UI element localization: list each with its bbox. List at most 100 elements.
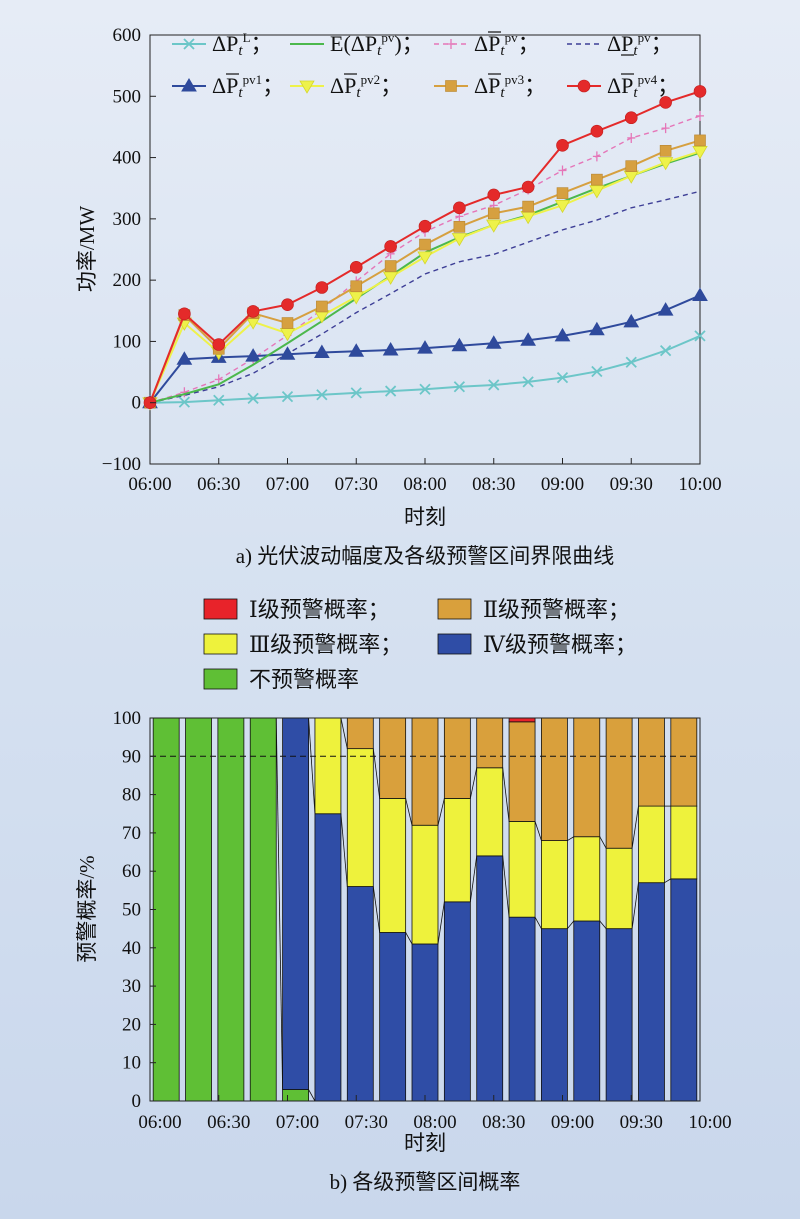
bar-segment-III (670, 805, 698, 880)
bar-segment-II (379, 717, 407, 799)
legend-entry-I: Ⅰ级预警概率； (203, 597, 390, 622)
data-point-dPL (453, 381, 466, 393)
data-point-pv4 (246, 305, 260, 318)
series-dPL (144, 330, 706, 409)
bar-segment-none (282, 1089, 309, 1102)
y-tick-label-a: 400 (113, 148, 142, 169)
bar-stack (638, 717, 665, 1102)
legend-entry-pv3: ΔPtpv3； (434, 72, 546, 101)
data-point-pv2 (589, 185, 605, 199)
bar-segment-III (379, 798, 407, 933)
data-point-upper (592, 151, 601, 162)
data-point-pv2 (314, 310, 330, 324)
data-point-upper (627, 132, 636, 143)
series-line-lower (149, 190, 701, 404)
data-point-dPL (625, 356, 637, 368)
data-point-dPL (213, 394, 225, 406)
data-point-pv1 (279, 346, 296, 360)
legend-swatch-II (437, 598, 472, 620)
x-tick-label-a: 09:30 (610, 474, 653, 495)
data-point-pv4 (590, 124, 604, 138)
data-point-dPL (316, 389, 328, 401)
data-point-pv1 (623, 313, 640, 328)
data-point-pv1 (554, 327, 571, 342)
y-tick-label-b: 80 (122, 785, 141, 806)
series-lower (149, 190, 701, 404)
data-point-pv3 (419, 238, 431, 251)
legend-superscript: pv (505, 30, 519, 45)
x-tick-label-b: 08:00 (413, 1112, 456, 1133)
x-axis-title-a: 时刻 (404, 505, 446, 529)
legend-subscript: t (633, 43, 638, 59)
bar-stack (282, 717, 309, 1102)
connector-none (275, 717, 283, 1090)
data-point-pv2 (554, 199, 571, 214)
x-tick-label-a: 08:00 (403, 474, 446, 495)
bar-segment-IV (411, 943, 439, 1102)
legend-superscript: pv4 (638, 72, 658, 87)
legend-subscript: t (633, 85, 638, 101)
bar-segment-II (670, 717, 698, 807)
legend-label-IV: Ⅳ级预警概率； (483, 632, 637, 657)
legend-marker-dPL (183, 38, 195, 50)
legend-superscript: pv (381, 30, 395, 45)
bar-segment-III (573, 836, 601, 922)
legend-prefix: E( (330, 31, 351, 56)
data-point-pv4 (315, 281, 329, 294)
bar-segment-IV (541, 928, 568, 1102)
bar-segment-IV (346, 886, 374, 1102)
bar-segment-none (152, 717, 180, 1102)
bar-segment-III (314, 717, 342, 815)
data-point-pv4 (521, 180, 535, 194)
legend-superscript: pv2 (361, 72, 381, 87)
legend-marker-pv4 (577, 79, 591, 93)
bar-segment-II (508, 721, 536, 822)
connector-IV (437, 901, 445, 945)
connector-none (308, 1089, 316, 1102)
data-point-pv1 (451, 337, 468, 352)
y-tick-label-b: 30 (122, 976, 141, 997)
data-point-pv3 (281, 317, 294, 329)
data-point-pv3 (694, 134, 706, 147)
legend-symbol: ΔP (212, 31, 238, 56)
connector-IV (534, 916, 542, 929)
bar-stack (379, 717, 407, 1102)
bar-segment-IV (379, 932, 407, 1102)
bar-segment-IV (314, 813, 342, 1102)
bar-segment-IV (282, 717, 309, 1090)
legend-label-III: Ⅲ级预警概率； (249, 632, 402, 657)
connector-III (567, 836, 574, 841)
x-tick-label-b: 06:00 (138, 1112, 181, 1133)
x-axis-title-b: 时刻 (404, 1131, 446, 1155)
series-pv3 (144, 134, 706, 409)
data-point-pv4 (178, 307, 191, 321)
legend-marker-pv2 (299, 80, 315, 94)
series-pv2 (142, 146, 708, 411)
bar-segment-I (508, 717, 536, 723)
legend-superscript: pv3 (505, 72, 525, 87)
bar-segment-III (411, 824, 439, 945)
legend-subscript: t (238, 85, 243, 101)
data-point-pv1 (314, 344, 330, 358)
data-point-pv1 (245, 348, 261, 362)
legend-entry-EPpv: E(ΔPtpv)； (290, 30, 424, 59)
data-point-dPL (694, 330, 706, 342)
data-point-pv4 (659, 96, 672, 109)
legend-superscript: L (243, 30, 251, 45)
data-point-pv4 (281, 298, 294, 311)
y-axis-title-b: 预警概率/% (75, 855, 99, 962)
connector-IV (340, 813, 348, 887)
data-point-pv1 (348, 343, 365, 357)
x-tick-label-b: 07:30 (345, 1112, 388, 1133)
legend-suffix: ； (524, 73, 546, 98)
legend-swatch-none (203, 668, 238, 690)
y-tick-label-a: −100 (102, 454, 141, 475)
bar-segment-none (185, 717, 212, 1102)
bar-stack (346, 717, 374, 1102)
legend-label-pv3: ΔPtpv3； (474, 72, 546, 101)
bar-segment-III (605, 847, 633, 930)
legend-symbol: ΔP (330, 73, 356, 98)
y-tick-label-b: 0 (132, 1091, 142, 1112)
y-tick-label-b: 10 (122, 1053, 141, 1074)
connector-IV (469, 855, 478, 902)
